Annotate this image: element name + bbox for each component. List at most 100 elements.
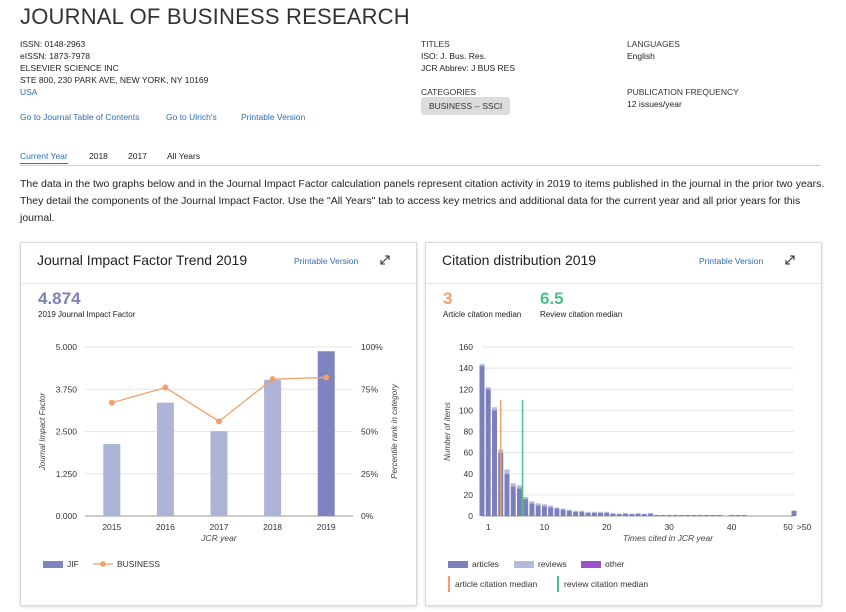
articles-bar [510,486,516,516]
reviews-bar [516,485,522,489]
cit-y-axis-label: Number of items [443,402,452,461]
publisher-address: STE 800, 230 PARK AVE, NEW YORK, NY 1016… [20,75,209,85]
tab-current-year[interactable]: Current Year [20,151,68,164]
cit-printable-link[interactable]: Printable Version [699,256,764,266]
jcr-abbrev: JCR Abbrev: J BUS RES [421,63,516,73]
description-text: The data in the two graphs below and in … [20,178,825,224]
jif-value: 4.874 [38,289,81,308]
cit-y-tick-label: 100 [459,405,473,415]
cit-x-tick-label: 1 [486,522,491,532]
cit-x-axis-label: Times cited in JCR year [623,533,714,543]
cit-x-tick-label: 30 [664,522,674,532]
articles-bar [610,513,616,516]
articles-bar [623,513,629,516]
articles-bar [604,512,610,516]
articles-bar [654,514,660,516]
cit-x-tick-label: >50 [797,522,812,532]
articles-bar [685,514,691,516]
jif-y-tick-label: 1.250 [56,469,78,479]
issn: ISSN: 0148-2963 [20,39,86,49]
cit-y-tick-label: 160 [459,342,473,352]
reviews-bar [491,407,497,411]
jif-y-tick-label: 0.000 [56,511,78,521]
jif-printable-link[interactable]: Printable Version [294,256,359,266]
reviews-bar [579,510,585,512]
articles-bar [666,514,672,516]
reviews-bar [479,363,485,367]
business-percentile-point [216,418,222,425]
reviews-bar [573,510,579,512]
articles-bar [691,514,697,516]
languages-value: English [627,51,655,61]
other-legend-swatch [581,561,601,568]
tab-2017[interactable]: 2017 [128,151,147,161]
articles-bar [697,514,703,516]
reviews-bar [604,511,610,513]
business-legend-icon [93,561,113,567]
jif-legend-swatch [43,561,63,568]
languages-heading: LANGUAGES [627,39,680,49]
articles-bar [479,366,485,516]
reviews-bar [504,469,510,474]
cit-x-tick-label: 50 [783,522,793,532]
jif-trend-chart: 0.000 1.250 2.500 3.750 5.000 0% 25% 50% 75% 100%… [38,342,399,543]
tab-all-years[interactable]: All Years [167,151,201,161]
categories-heading: CATEGORIES [421,87,477,97]
category-badge[interactable]: BUSINESS -- SSCI [421,97,511,115]
jif-legend-label: JIF [67,559,79,569]
expand-icon[interactable] [379,254,391,266]
reviews-bar [647,512,653,514]
business-percentile-point [162,384,169,391]
jif-bar [264,379,282,516]
reviews-bar [529,501,535,504]
jif-y-right-axis-label: Percentile rank in category [390,383,399,479]
reviews-bar [548,505,554,508]
reviews-bar [598,511,604,513]
ulrich-link[interactable]: Go to Ulrich's [166,112,217,122]
printable-version-link[interactable]: Printable Version [241,112,306,122]
jif-bar [156,402,174,516]
reviews-bar [535,503,541,506]
jif-trend-panel: Journal Impact Factor Trend 2019 Printab… [20,242,417,606]
toc-link[interactable]: Go to Journal Table of Contents [20,112,140,122]
languages-block: LANGUAGES English [627,38,680,62]
articles-bar [647,513,653,516]
articles-bar [541,506,547,516]
reviews-bar [585,511,591,513]
citation-distribution-panel: Citation distribution 2019 Printable Ver… [425,242,822,606]
frequency-heading: PUBLICATION FREQUENCY [627,87,739,97]
tab-2018[interactable]: 2018 [89,151,108,161]
articles-bar [560,509,566,516]
articles-bar [704,514,710,516]
expand-icon[interactable] [784,254,796,266]
reviews-bar [623,512,629,514]
frequency-value: 12 issues/year [627,99,682,109]
jif-y-tick-label: 2.500 [56,427,78,437]
titles-heading: TITLES [421,39,450,49]
review-median-legend-swatch [557,576,559,592]
reviews-bar [566,509,572,511]
journal-meta: ISSN: 0148-2963 eISSN: 1873-7978 ELSEVIE… [20,38,208,98]
reviews-bar [541,504,547,507]
cit-y-tick-label: 80 [464,427,474,437]
cit-panel-title: Citation distribution 2019 [442,252,597,268]
cit-y-tick-label: 140 [459,363,473,373]
jif-x-tick-label: 2019 [317,522,336,532]
articles-bar [491,410,497,516]
articles-bar [679,514,685,516]
business-percentile-point [323,374,330,381]
jif-y-right-tick-label: 0% [361,511,374,521]
articles-bar [710,514,716,516]
jif-y-right-tick-label: 50% [361,427,378,437]
country-link[interactable]: USA [20,87,38,97]
jif-panel-header: Journal Impact Factor Trend 2019 Printab… [21,243,416,284]
citation-distribution-chart: 0 20 40 60 80 100 120 140 160 1 10 20 30 40 50 >50 Times… [443,342,812,543]
jif-bar [317,351,335,516]
articles-bar [791,510,797,516]
cit-x-tick-label: 10 [540,522,550,532]
cit-x-tick-label: 40 [727,522,737,532]
cit-y-tick-label: 0 [468,511,473,521]
publisher: ELSEVIER SCIENCE INC [20,63,119,73]
articles-bar [485,389,491,516]
articles-legend-swatch [448,561,468,568]
